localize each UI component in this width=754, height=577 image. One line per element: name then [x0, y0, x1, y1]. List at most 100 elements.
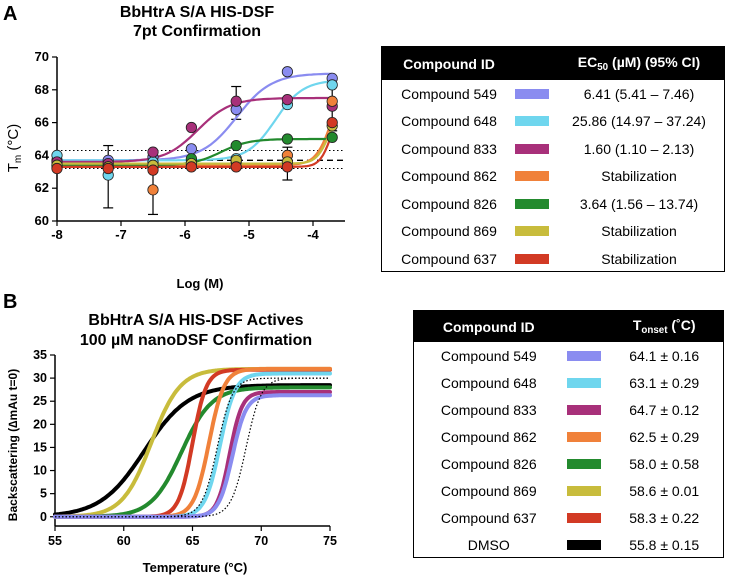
tonset-table-header: Compound ID Tonset (˚C): [414, 311, 723, 342]
panel-a-data-point: [147, 146, 159, 158]
ec50-compound-name: Compound 637: [401, 250, 497, 267]
ec50-value: 25.86 (14.97 – 37.24): [572, 113, 706, 130]
ec50-color-swatch: [515, 143, 549, 154]
tonset-color-swatch: [567, 404, 602, 415]
panel-a-data-point: [185, 161, 197, 173]
panel-a-data-point: [326, 95, 338, 107]
ec50-color-swatch: [515, 171, 549, 182]
panel-a-data-point: [281, 133, 293, 145]
tonset-value: 63.1 ± 0.29: [629, 374, 700, 391]
panel-a-ytick-label: 70: [35, 49, 49, 64]
panel-a-data-point: [326, 79, 338, 91]
panel-a-data-point: [230, 139, 242, 152]
ec50-color-swatch: [515, 253, 549, 264]
panel-b-ytick-label: 20: [33, 417, 47, 431]
tonset-color-swatch: [567, 485, 602, 496]
panel-a-plot: 60 62 64 66 68 70 -8 -7 -6 -5 -4: [35, 49, 345, 242]
ec50-row: Compound 826 3.64 (1.56 – 13.74): [382, 190, 724, 218]
ec50-value: 3.64 (1.56 – 13.74): [579, 195, 699, 212]
panel-b-ytick-label: 0: [40, 510, 47, 524]
ec50-row: Compound 862 Stabilization: [382, 163, 724, 191]
tonset-color-swatch: [567, 458, 602, 469]
tonset-header-id: Compound ID: [442, 318, 535, 335]
panel-a-xlabel: Log (M): [177, 276, 224, 291]
panel-a-data-point: [102, 162, 114, 175]
tonset-color-swatch: [567, 377, 602, 388]
ec50-table-body: Compound 549 6.41 (5.41 – 7.46) Compound 6…: [382, 80, 724, 273]
ec50-row: Compound 648 25.86 (14.97 – 37.24): [382, 108, 724, 136]
tonset-color-swatch: [567, 539, 602, 550]
ec50-row: Compound 549 6.41 (5.41 – 7.46): [382, 80, 724, 108]
tonset-header-value: Tonset (˚C): [632, 317, 696, 336]
panel-a-data-point: [281, 66, 293, 78]
panel-a-label: A: [3, 3, 17, 25]
tonset-row: Compound 833 64.7 ± 0.12: [414, 396, 723, 423]
ec50-color-swatch: [515, 226, 549, 237]
ec50-row: Compound 637 Stabilization: [382, 245, 724, 273]
tonset-color-swatch: [567, 512, 602, 523]
tonset-row: Compound 637 58.3 ± 0.22: [414, 504, 723, 531]
panel-a-data-point: [147, 184, 159, 196]
tonset-color-swatch: [567, 431, 602, 442]
ec50-row: Compound 833 1.60 (1.10 – 2.13): [382, 135, 724, 163]
tonset-compound-name: Compound 869: [440, 482, 537, 499]
ec50-value: Stabilization: [601, 168, 677, 185]
tonset-compound-name: Compound 637: [440, 509, 537, 526]
ec50-compound-name: Compound 648: [401, 113, 497, 130]
ec50-color-swatch: [515, 198, 549, 209]
panel-a-xtick-label: -5: [243, 227, 255, 242]
tonset-value: 55.8 ± 0.15: [629, 536, 700, 553]
panel-b-title-2: 100 µM nanoDSF Confirmation: [80, 332, 312, 349]
tonset-value: 64.1 ± 0.16: [629, 347, 700, 364]
panel-a-ylabel: Tm (°C): [5, 124, 24, 173]
panel-a-title-1: BbHtrA S/A HIS-DSF: [120, 4, 275, 21]
ec50-compound-name: Compound 833: [401, 140, 497, 157]
tonset-value: 64.7 ± 0.12: [629, 401, 700, 418]
ec50-compound-name: Compound 826: [401, 195, 497, 212]
tonset-compound-name: Compound 826: [440, 455, 537, 472]
ec50-compound-name: Compound 549: [401, 85, 497, 102]
tonset-compound-name: DMSO: [467, 536, 510, 553]
tonset-table: Compound ID Tonset (˚C) Compound 549 64.1…: [413, 310, 724, 558]
tonset-row: Compound 648 63.1 ± 0.29: [414, 369, 723, 396]
panel-b-xtick-label: 70: [254, 534, 268, 548]
panel-b-xtick-label: 60: [117, 534, 131, 548]
panel-b-xtick-label: 65: [186, 534, 200, 548]
panel-a-data-point: [326, 117, 338, 129]
panel-a-ytick-label: 60: [35, 213, 49, 228]
ec50-color-swatch: [515, 88, 549, 99]
ec50-table-header: Compound ID EC50 (µM) (95% CI): [382, 47, 724, 80]
panel-a-data-point: [230, 161, 242, 173]
panel-b-ytick-label: 30: [33, 371, 47, 385]
panel-b-ytick-label: 5: [40, 487, 47, 501]
tonset-row: Compound 549 64.1 ± 0.16: [414, 342, 723, 369]
panel-a-data-point: [147, 164, 159, 176]
panel-a-ytick-label: 62: [35, 180, 49, 195]
panel-b-curve: [53, 383, 332, 517]
tonset-compound-name: Compound 648: [440, 374, 537, 391]
tonset-row: Compound 826 58.0 ± 0.58: [414, 450, 723, 477]
ec50-header-id: Compound ID: [403, 55, 495, 72]
panel-a-xtick-label: -6: [179, 227, 191, 242]
tonset-value: 58.3 ± 0.22: [629, 509, 700, 526]
panel-a-data-point: [185, 143, 197, 155]
panel-b-reference-high: [55, 377, 330, 518]
ec50-compound-name: Compound 869: [401, 223, 497, 240]
tonset-row: DMSO 55.8 ± 0.15: [414, 531, 723, 558]
tonset-value: 62.5 ± 0.29: [629, 428, 700, 445]
tonset-compound-name: Compound 862: [440, 428, 537, 445]
ec50-value: 6.41 (5.41 – 7.46): [583, 85, 695, 102]
panel-a-ytick-label: 64: [35, 147, 50, 162]
tonset-compound-name: Compound 549: [440, 347, 537, 364]
panel-a-xtick-label: -8: [51, 227, 63, 242]
panel-a-data-point: [230, 95, 242, 107]
panel-b-ytick-label: 10: [33, 464, 47, 478]
panel-b-xtick-label: 55: [48, 534, 62, 548]
panel-b-ylabel: Backscattering (∆mAu t=0): [6, 369, 20, 521]
ec50-compound-name: Compound 862: [401, 168, 497, 185]
ec50-value: Stabilization: [601, 250, 677, 267]
tonset-compound-name: Compound 833: [440, 401, 537, 418]
panel-a-xtick-label: -7: [115, 227, 127, 242]
tonset-value: 58.0 ± 0.58: [629, 455, 700, 472]
